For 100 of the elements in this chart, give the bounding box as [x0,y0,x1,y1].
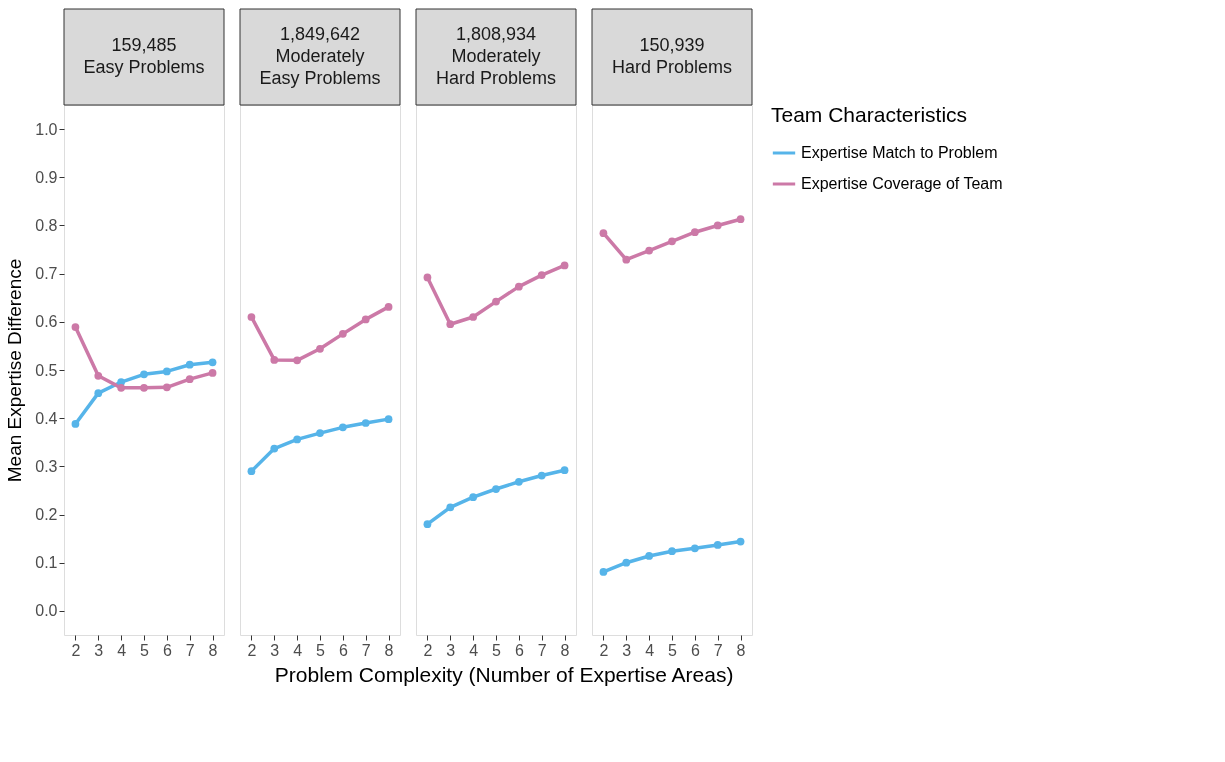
y-tick-label: 0.5 [35,361,58,379]
point [645,246,654,255]
x-tick-label: 2 [71,641,81,659]
point [316,429,324,437]
point [185,375,194,384]
point [185,360,194,369]
x-tick-label: 5 [668,641,678,659]
point [492,297,500,306]
point [270,356,279,364]
x-tick-label: 7 [361,641,371,659]
legend-title: Team Characteristics [771,103,968,126]
x-tick-label: 4 [117,641,127,659]
point [469,493,478,502]
x-tick-label: 6 [338,641,348,659]
point [446,503,455,512]
point [71,420,80,428]
chart-title: 1,849,642 Moderately Easy Problems [259,24,381,88]
point [668,237,676,246]
point [446,320,455,329]
point [338,423,347,432]
x-tick-label: 8 [384,641,394,659]
point [668,547,676,556]
point [537,471,546,480]
y-tick-label: 0.0 [35,602,58,620]
point [94,371,103,380]
y-tick-label: 0.4 [35,409,58,427]
x-tick-label: 5 [316,641,326,659]
point [208,358,217,367]
y-tick-label: 0.9 [35,168,58,186]
x-tick-label: 4 [645,641,655,659]
x-tick-label: 5 [492,641,502,659]
point [94,389,103,397]
y-tick-label: 0.7 [35,265,58,283]
point [690,544,699,553]
y-tick-label: 0.3 [35,457,58,475]
point [690,228,699,237]
chart-title: 150,939 Hard Problems [611,35,733,77]
x-tick-label: 3 [446,641,456,659]
point [162,367,171,376]
legend-label: Expertise Match to Problem [801,144,998,161]
x-tick-label: 5 [140,641,150,659]
point [645,552,654,560]
point [736,537,745,546]
legend-label: Expertise Coverage of Team [801,175,1003,192]
y-tick-label: 0.6 [35,313,58,331]
point [384,415,393,424]
x-tick-label: 6 [162,641,172,659]
x-tick-label: 3 [270,641,280,659]
point [514,477,523,486]
point [338,330,347,338]
point [71,323,80,331]
x-tick-label: 6 [690,641,700,659]
point [361,419,370,427]
x-tick-label: 3 [94,641,104,659]
x-tick-label: 4 [469,641,479,659]
x-tick-label: 3 [622,641,632,659]
x-tick-label: 8 [560,641,570,659]
point [560,261,569,270]
chart-title: 1,808,934 Moderately Hard Problems [435,24,557,88]
point [537,271,546,279]
x-tick-label: 8 [208,641,218,659]
x-tick-label: 6 [514,641,524,659]
x-tick-label: 2 [599,641,609,659]
x-tick-label: 8 [736,641,746,659]
point [622,558,631,567]
x-tick-label: 2 [247,641,257,659]
point [599,568,608,576]
point [293,435,302,444]
point [469,313,478,321]
point [140,383,148,392]
point [423,273,432,282]
point [117,383,126,392]
point [361,315,370,324]
x-tick-label: 4 [293,641,303,659]
point [208,369,217,377]
y-tick-label: 1.0 [35,120,58,138]
chart-title: 159,485 Easy Problems [83,35,205,77]
y-tick-label: 0.1 [35,554,58,572]
point [599,229,608,238]
y-tick-label: 0.2 [35,506,58,524]
point [514,282,523,291]
point [622,255,631,264]
point [713,221,722,230]
point [492,485,500,493]
y-axis-title: Mean Expertise Difference [4,258,26,483]
x-tick-label: 7 [537,641,547,659]
point [247,313,256,321]
point [736,215,745,224]
point [423,520,432,529]
point [270,444,279,453]
y-tick-label: 0.8 [35,216,58,234]
point [162,383,171,392]
x-tick-label: 7 [713,641,723,659]
x-tick-label: 2 [423,641,433,659]
point [713,541,722,549]
point [247,467,256,476]
x-axis-title: Problem Complexity (Number of Expertise Areas) [274,662,734,686]
point [140,370,148,379]
point [560,466,569,475]
x-tick-label: 7 [185,641,195,659]
